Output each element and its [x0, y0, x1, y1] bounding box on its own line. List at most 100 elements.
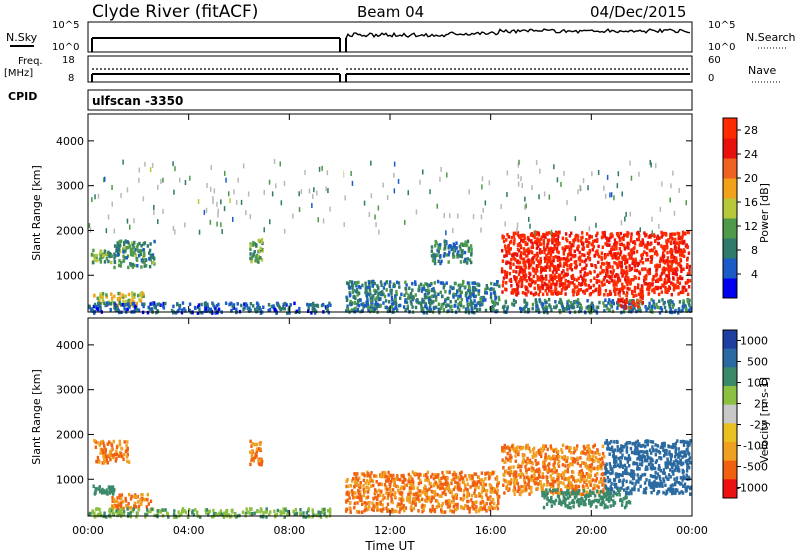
velocity-cell	[392, 509, 395, 514]
power-cell	[515, 293, 518, 297]
velocity-cell	[381, 498, 384, 502]
power-cell	[188, 302, 192, 306]
velocity-cell	[600, 479, 603, 483]
power-cell	[569, 266, 572, 270]
power-cell	[229, 301, 232, 306]
velocity-cell	[629, 446, 633, 451]
power-cell	[609, 192, 611, 198]
power-cell	[217, 208, 219, 214]
power-cell	[281, 306, 284, 311]
power-cell	[580, 239, 583, 244]
power-cell	[664, 286, 667, 290]
velocity-cell	[469, 476, 472, 481]
power-cell	[217, 212, 219, 218]
power-cell	[128, 244, 132, 248]
power-cell	[103, 177, 105, 183]
power-cell	[367, 308, 370, 312]
power-cell	[475, 303, 478, 308]
velocity-cell	[360, 472, 364, 476]
power-cell	[157, 184, 159, 190]
power-cell	[527, 266, 531, 270]
power-cell	[656, 236, 660, 241]
power-cell	[144, 258, 147, 262]
velocity-cell	[549, 484, 553, 489]
power-cell	[640, 253, 643, 258]
power-cell	[685, 288, 688, 292]
power-cell	[444, 246, 447, 250]
velocity-cell	[443, 476, 447, 481]
power-cell	[544, 265, 547, 269]
power-cell	[633, 268, 637, 272]
power-cell	[464, 240, 467, 244]
velocity-cell	[555, 478, 559, 482]
power-cell	[224, 301, 228, 305]
power-cell	[661, 283, 664, 288]
velocity-cell	[625, 445, 629, 450]
velocity-cell	[501, 446, 504, 450]
velocity-cell	[463, 483, 467, 487]
power-cell	[565, 307, 568, 311]
power-cell	[613, 282, 616, 287]
power-cell	[538, 262, 541, 266]
power-cell	[553, 305, 556, 309]
power-cell	[586, 299, 589, 303]
power-cell	[584, 258, 588, 262]
velocity-cell	[260, 462, 263, 467]
velocity-cell	[410, 508, 413, 513]
power-cell	[652, 303, 655, 308]
power-cell	[680, 309, 683, 313]
velocity-cell	[482, 479, 485, 484]
power-cell	[255, 301, 259, 305]
power-cell	[662, 284, 666, 288]
velocity-cell	[136, 494, 139, 499]
power-cell	[605, 266, 608, 270]
velocity-cell	[588, 447, 591, 452]
power-cell	[543, 256, 547, 261]
power-cell	[468, 285, 471, 289]
power-cell	[596, 231, 599, 236]
power-cell	[542, 239, 546, 243]
power-cell	[618, 303, 621, 307]
power-cell	[665, 239, 668, 243]
velocity-cell	[391, 488, 395, 492]
power-cell	[411, 288, 414, 292]
velocity-cell	[523, 475, 526, 479]
velocity-cell	[645, 478, 648, 482]
power-cell	[126, 218, 129, 224]
power-cell	[638, 234, 641, 238]
velocity-cell	[483, 505, 486, 509]
velocity-cell	[557, 476, 560, 481]
power-cell	[544, 301, 547, 305]
power-cell	[464, 243, 467, 248]
velocity-cell	[399, 492, 402, 496]
power-cell	[667, 275, 670, 279]
velocity-cell	[471, 505, 474, 509]
power-cell	[400, 292, 403, 297]
power-cell	[571, 305, 574, 310]
velocity-cell	[588, 475, 592, 480]
power-cell	[355, 281, 358, 286]
power-cell	[203, 302, 206, 306]
power-cell	[639, 295, 642, 299]
velocity-cell	[496, 489, 499, 493]
power-cell	[356, 307, 360, 312]
power-cell	[511, 254, 514, 258]
velocity-cell	[225, 508, 229, 513]
power-cell	[405, 300, 409, 304]
power-cell	[564, 262, 568, 266]
power-cell	[370, 303, 373, 308]
velocity-cell	[436, 474, 439, 478]
power-cell	[520, 176, 522, 182]
velocity-cell	[552, 465, 556, 470]
power-cell	[549, 277, 552, 281]
velocity-cell	[599, 477, 603, 481]
velocity-cell	[410, 483, 413, 487]
velocity-cell	[487, 506, 491, 510]
power-cell	[546, 245, 549, 249]
velocity-cell	[589, 473, 592, 478]
velocity-cell	[136, 511, 139, 516]
power-cell	[206, 305, 209, 309]
power-cell	[131, 253, 135, 257]
velocity-cell	[430, 498, 433, 502]
velocity-cell	[513, 481, 516, 486]
